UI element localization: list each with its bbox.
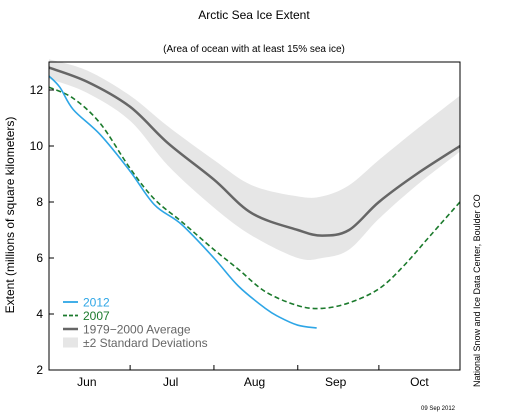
legend-label: 2012 bbox=[83, 296, 110, 310]
chart-title: Arctic Sea Ice Extent bbox=[198, 8, 310, 22]
legend-label-band: ±2 Standard Deviations bbox=[83, 336, 208, 350]
y-tick-label: 6 bbox=[36, 251, 43, 265]
y-tick-label: 8 bbox=[36, 195, 43, 209]
x-tick-label: Oct bbox=[410, 375, 429, 389]
x-tick-label: Jul bbox=[163, 375, 178, 389]
series-line-1979-2000-average bbox=[48, 66, 461, 237]
std-dev-band bbox=[49, 59, 460, 261]
plot-frame bbox=[48, 61, 461, 371]
axes: 2 4 6 8 10 12 Jun Jul Aug Sep Oct bbox=[30, 83, 430, 389]
series-line-2012 bbox=[48, 75, 317, 329]
credit-text: National Snow and Ice Data Center, Bould… bbox=[472, 194, 482, 387]
y-tick-label: 12 bbox=[30, 83, 44, 97]
legend-label: 2007 bbox=[83, 309, 110, 323]
x-tick-label: Aug bbox=[244, 375, 265, 389]
y-tick-label: 4 bbox=[36, 307, 43, 321]
x-tick-label: Sep bbox=[325, 375, 347, 389]
y-tick-label: 10 bbox=[30, 139, 44, 153]
date-stamp: 09 Sep 2012 bbox=[421, 406, 456, 412]
y-axis-label: Extent (millions of square kilometers) bbox=[3, 117, 17, 314]
series-line-2007 bbox=[48, 86, 461, 310]
legend-swatch-band bbox=[63, 337, 78, 348]
plot-area bbox=[48, 59, 461, 329]
chart-subtitle: (Area of ocean with at least 15% sea ice… bbox=[163, 44, 345, 55]
legend-label: 1979−2000 Average bbox=[83, 323, 191, 337]
x-tick-label: Jun bbox=[77, 375, 96, 389]
y-tick-label: 2 bbox=[36, 363, 43, 377]
